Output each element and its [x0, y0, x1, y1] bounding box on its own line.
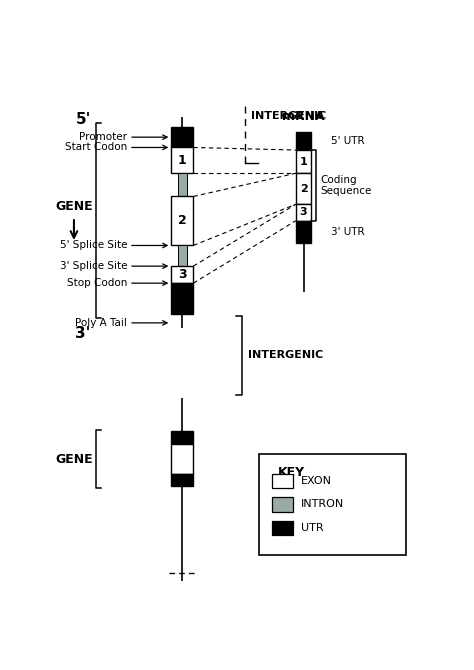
Text: KEY: KEY: [278, 466, 305, 479]
Text: 3: 3: [300, 208, 307, 218]
Text: Stop Codon: Stop Codon: [67, 278, 127, 288]
Text: Promoter: Promoter: [79, 132, 127, 142]
Text: Poly A Tail: Poly A Tail: [75, 318, 127, 328]
Text: 2: 2: [300, 184, 308, 194]
Text: 3': 3': [75, 326, 91, 340]
Text: GENE: GENE: [55, 200, 93, 213]
Bar: [171, 474, 193, 486]
Text: mRNA: mRNA: [282, 110, 325, 123]
Text: INTERGENIC: INTERGENIC: [251, 111, 327, 121]
Bar: [296, 204, 311, 220]
Text: 1: 1: [178, 154, 187, 167]
Bar: [171, 127, 193, 147]
Text: 2: 2: [178, 214, 187, 228]
Bar: [171, 147, 193, 174]
Text: 5' Splice Site: 5' Splice Site: [60, 241, 127, 251]
Text: EXON: EXON: [301, 476, 332, 486]
Bar: [296, 174, 311, 204]
Bar: [178, 174, 187, 196]
Text: 3: 3: [178, 268, 187, 281]
Text: INTRON: INTRON: [301, 499, 344, 509]
Bar: [171, 196, 193, 245]
Text: 5' UTR: 5' UTR: [331, 136, 365, 146]
Bar: [296, 220, 311, 243]
Bar: [272, 521, 292, 535]
Bar: [171, 283, 193, 314]
Text: Start Codon: Start Codon: [65, 143, 127, 153]
Bar: [171, 444, 193, 474]
Text: UTR: UTR: [301, 523, 323, 533]
Text: 5': 5': [75, 112, 91, 127]
Bar: [259, 454, 406, 555]
Bar: [171, 431, 193, 444]
Bar: [296, 132, 311, 150]
Text: GENE: GENE: [55, 453, 93, 466]
Text: 1: 1: [300, 157, 308, 167]
Text: 3' Splice Site: 3' Splice Site: [60, 261, 127, 271]
Bar: [171, 266, 193, 283]
Bar: [272, 497, 292, 512]
Text: Coding
Sequence: Coding Sequence: [320, 175, 372, 196]
Bar: [178, 245, 187, 266]
Text: 3' UTR: 3' UTR: [331, 227, 365, 237]
Bar: [272, 474, 292, 488]
Bar: [296, 150, 311, 174]
Text: INTERGENIC: INTERGENIC: [248, 350, 323, 360]
